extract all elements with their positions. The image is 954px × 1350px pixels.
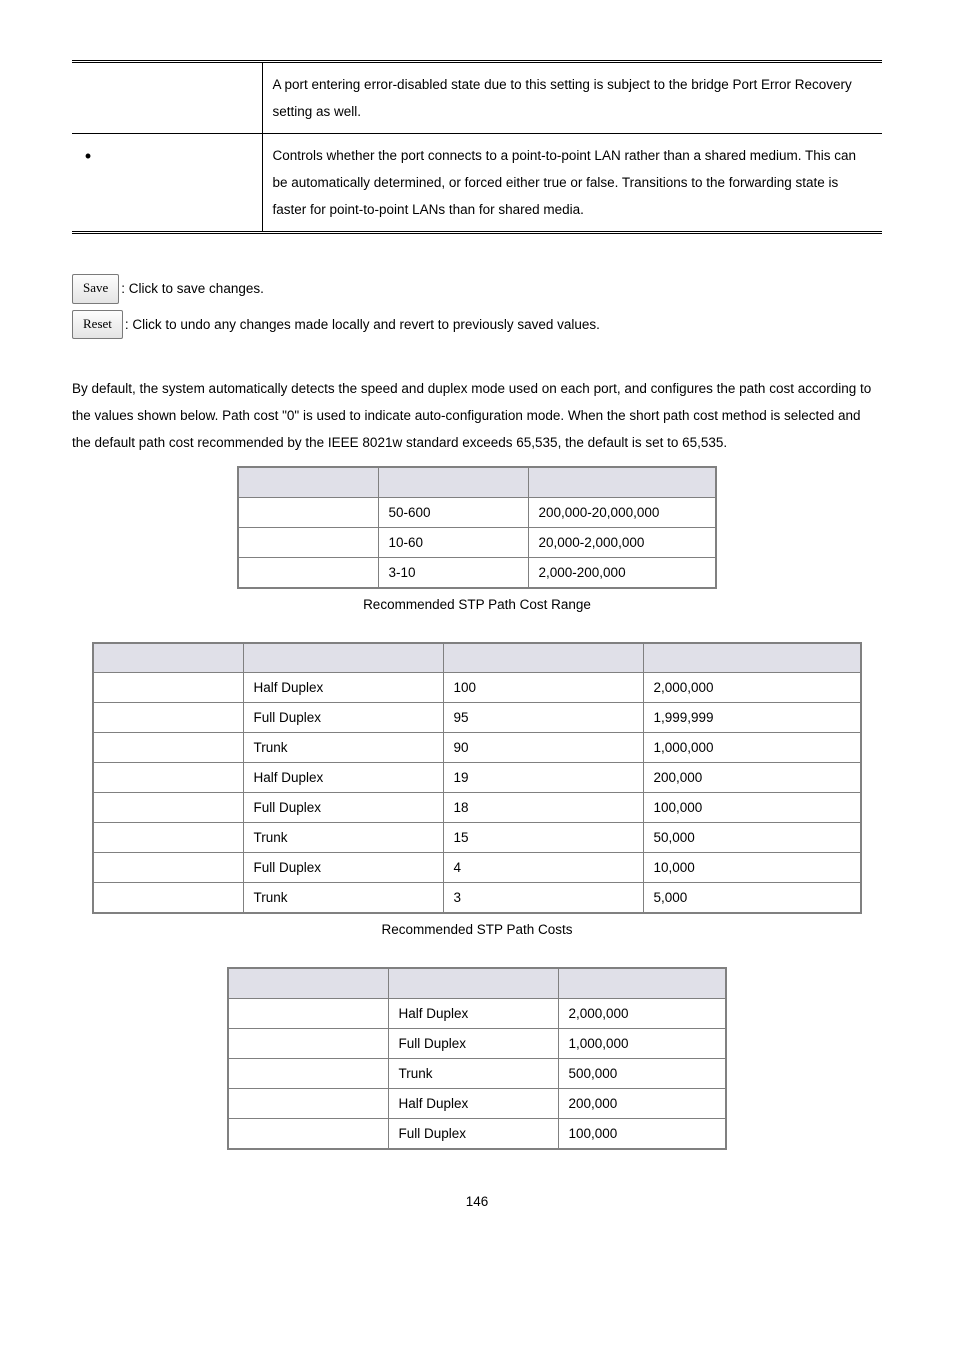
reset-button[interactable]: Reset [72, 310, 123, 340]
save-button[interactable]: Save [72, 274, 119, 304]
config-options-table: A port entering error-disabled state due… [72, 60, 882, 234]
save-button-desc: : Click to save changes. [121, 276, 264, 302]
intro-paragraph: By default, the system automatically det… [72, 375, 882, 456]
path-costs-table-3: Half Duplex2,000,000 Full Duplex1,000,00… [227, 967, 727, 1150]
config-row-label: • [72, 134, 262, 233]
table2-caption: Recommended STP Path Costs [72, 922, 882, 937]
path-costs-table: Half Duplex1002,000,000 Full Duplex951,9… [92, 642, 862, 915]
config-row-text: Controls whether the port connects to a … [262, 134, 882, 233]
path-cost-range-table: 50-600200,000-20,000,000 10-6020,000-2,0… [237, 466, 717, 589]
table1-caption: Recommended STP Path Cost Range [72, 597, 882, 612]
bullet-icon: • [82, 150, 94, 162]
config-row-text: A port entering error-disabled state due… [262, 62, 882, 134]
page-number: 146 [72, 1194, 882, 1209]
reset-button-desc: : Click to undo any changes made locally… [125, 312, 600, 338]
config-row-label [72, 62, 262, 134]
